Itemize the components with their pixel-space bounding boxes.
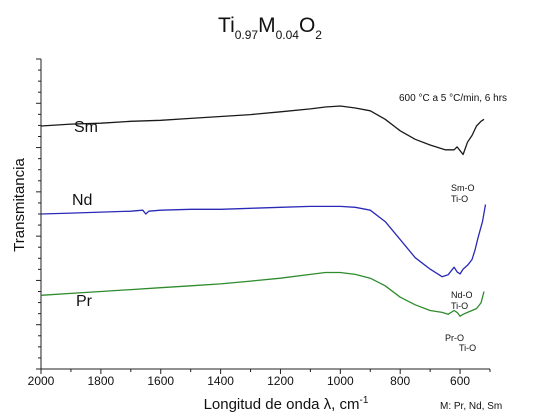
title-o-sub: 2 — [315, 28, 322, 43]
title-ti-sub: 0.97 — [234, 28, 259, 43]
annotations: Sm-O Ti-O Nd-O Ti-O Pr-O Ti-O — [445, 183, 476, 353]
annotation-pr-o: Pr-O — [445, 333, 464, 343]
annotation-nd-o: Nd-O — [451, 290, 473, 300]
title-o: O — [298, 14, 316, 37]
chart-title: Ti0.97M0.04O2 — [0, 14, 540, 42]
y-ticks — [36, 58, 41, 370]
x-tick-label: 600 — [450, 374, 470, 388]
title-part-1: Ti0.97 — [218, 14, 258, 42]
series-line-nd — [40, 204, 487, 278]
title-m-sub: 0.04 — [275, 28, 299, 43]
annotation-pr-ti-o: Ti-O — [459, 343, 476, 353]
annotation-sm-o: Sm-O — [451, 183, 475, 193]
series-line-pr — [40, 271, 485, 317]
x-axis-label-text: Longitud de onda λ, cm — [204, 396, 360, 413]
title-part-3: O2 — [298, 14, 322, 42]
x-tick-label: 1600 — [147, 374, 174, 388]
series-label-sm: Sm — [74, 119, 98, 136]
series-line-sm — [40, 105, 485, 156]
series-label-pr: Pr — [76, 293, 93, 310]
title-part-2: M0.04 — [258, 14, 299, 42]
series-group — [40, 105, 487, 317]
x-axis-label-sup: -1 — [360, 395, 369, 406]
footnote: M: Pr, Nd, Sm — [440, 401, 502, 412]
x-tick-label: 1400 — [207, 374, 234, 388]
y-axis-label: Transmitancia — [11, 158, 28, 252]
x-ticks: 2000 1800 1600 1400 1200 1000 800 600 — [28, 369, 491, 388]
x-tick-label: 1200 — [267, 374, 294, 388]
title-ti: Ti — [218, 14, 235, 37]
x-tick-label: 1000 — [327, 374, 354, 388]
series-label-nd: Nd — [72, 192, 92, 209]
axes — [40, 59, 490, 370]
x-tick-label: 1800 — [88, 374, 115, 388]
annotation-nd-ti-o: Ti-O — [451, 301, 468, 311]
title-m: M — [258, 14, 276, 37]
x-tick-label: 800 — [390, 374, 410, 388]
x-tick-label: 2000 — [28, 374, 55, 388]
condition-note: 600 °C a 5 °C/min, 6 hrs — [399, 93, 507, 104]
annotation-sm-ti-o: Ti-O — [451, 194, 468, 204]
series-labels: Sm Nd Pr — [72, 119, 98, 310]
x-axis-label: Longitud de onda λ, cm-1 — [204, 395, 369, 413]
